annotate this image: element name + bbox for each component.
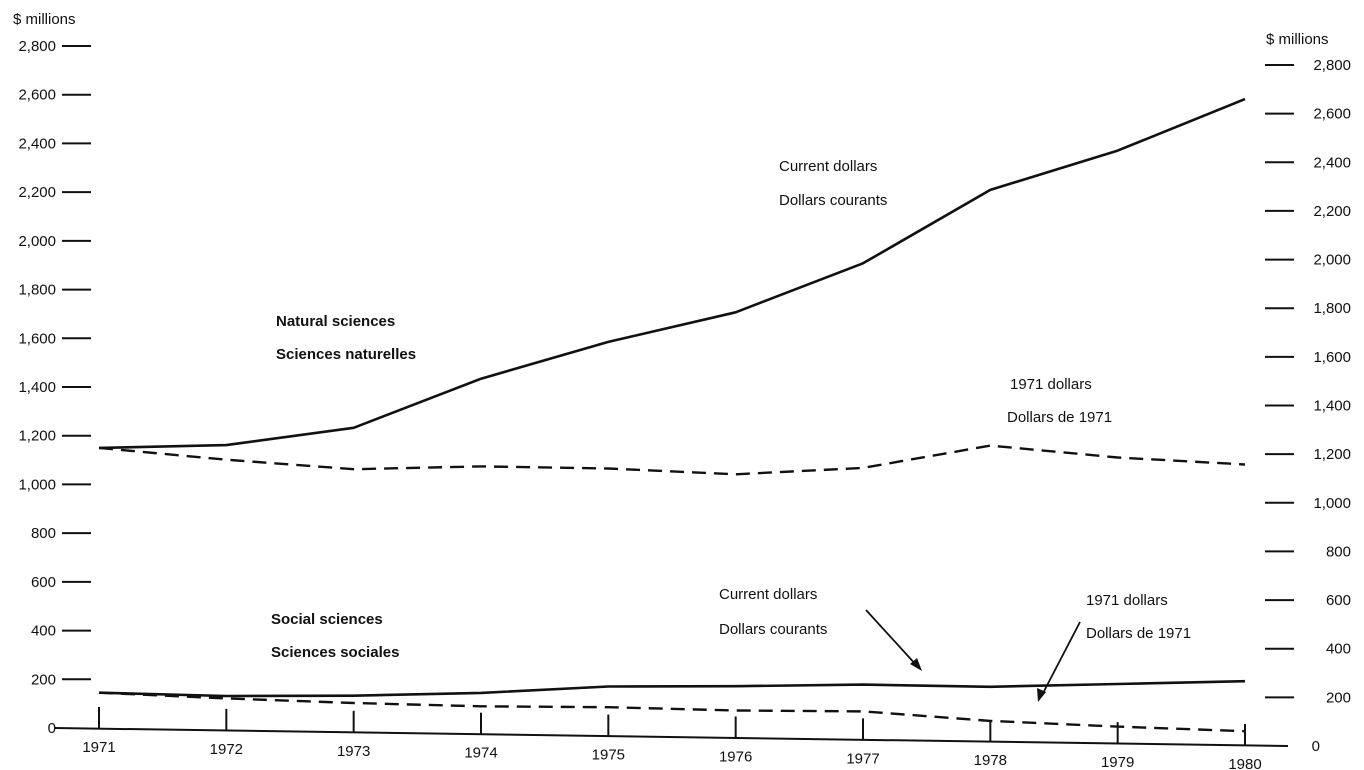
x-tick-label: 1974 xyxy=(464,745,497,762)
x-tick-label: 1972 xyxy=(210,741,243,758)
left-y-tick-label: 200 xyxy=(31,671,56,688)
series-layer xyxy=(98,97,1246,733)
right-y-tick-label: 2,200 xyxy=(1313,203,1351,220)
right-y-tick-label: 1,000 xyxy=(1313,495,1351,512)
right-y-tick-label: 2,400 xyxy=(1313,154,1351,171)
left-y-tick-label: 2,800 xyxy=(18,38,56,55)
natural-constant-label-en: 1971 dollars xyxy=(1010,376,1092,393)
left-y-tick-label: 800 xyxy=(31,525,56,542)
left-y-tick-label: 1,800 xyxy=(18,282,56,299)
left-axis-unit: $ millions xyxy=(13,11,76,28)
social-constant-label-en: 1971 dollars xyxy=(1086,592,1168,609)
series-line-social-solid xyxy=(98,679,1246,698)
social-constant-arrow-head xyxy=(1037,688,1046,702)
right-axis-unit: $ millions xyxy=(1266,31,1329,48)
social-sciences-label-en: Social sciences xyxy=(271,611,383,628)
social-sciences-label-fr: Sciences sociales xyxy=(271,644,399,661)
left-y-tick-label: 2,600 xyxy=(18,87,56,104)
social-constant-label-fr: Dollars de 1971 xyxy=(1086,625,1191,642)
series-line-natural-solid xyxy=(98,97,1246,450)
left-y-tick-label: 1,000 xyxy=(18,476,56,493)
right-y-tick-label: 0 xyxy=(1312,738,1320,755)
left-y-tick-label: 1,400 xyxy=(18,379,56,396)
right-y-tick-label: 1,200 xyxy=(1313,446,1351,463)
x-tick-label: 1975 xyxy=(592,747,625,764)
right-y-tick-label: 2,800 xyxy=(1313,57,1351,74)
social-current-label-en: Current dollars xyxy=(719,586,817,603)
x-tick-label: 1973 xyxy=(337,743,370,760)
left-y-tick-label: 0 xyxy=(48,720,56,737)
right-y-tick-label: 600 xyxy=(1326,592,1351,609)
right-axis: 0 200 400 600 800 1,000 1,200 1,400 1,600 1,800 2,… xyxy=(1265,57,1351,755)
x-tick-label: 1979 xyxy=(1101,754,1134,770)
natural-sciences-label-fr: Sciences naturelles xyxy=(276,346,416,363)
left-y-tick-label: 600 xyxy=(31,574,56,591)
social-current-label-fr: Dollars courants xyxy=(719,621,827,638)
right-y-tick-label: 1,400 xyxy=(1313,398,1351,415)
left-y-tick-label: 2,200 xyxy=(18,184,56,201)
left-axis: 0 200 400 600 800 1,000 1,200 1,400 1,600 1,800 2,… xyxy=(18,38,91,737)
social-current-arrow xyxy=(865,609,919,668)
right-y-tick-label: 1,600 xyxy=(1313,349,1351,366)
x-axis-line xyxy=(54,727,1289,747)
social-constant-arrow xyxy=(1040,621,1081,698)
x-tick-label: 1980 xyxy=(1228,756,1261,770)
left-y-tick-label: 1,200 xyxy=(18,428,56,445)
x-tick-label: 1978 xyxy=(974,752,1007,769)
natural-current-label-fr: Dollars courants xyxy=(779,192,887,209)
left-y-tick-label: 2,400 xyxy=(18,135,56,152)
left-y-tick-label: 2,000 xyxy=(18,233,56,250)
left-y-tick-label: 1,600 xyxy=(18,330,56,347)
right-y-tick-label: 800 xyxy=(1326,543,1351,560)
x-tick-label: 1971 xyxy=(82,739,115,756)
x-axis: 1971 1972 1973 1974 1975 1976 1977 1978 1979 1980 xyxy=(82,707,1262,770)
natural-constant-label-fr: Dollars de 1971 xyxy=(1007,409,1112,426)
right-y-tick-label: 1,800 xyxy=(1313,300,1351,317)
natural-sciences-label-en: Natural sciences xyxy=(276,313,395,330)
series-line-social-dashed xyxy=(98,691,1246,733)
right-y-tick-label: 2,000 xyxy=(1313,252,1351,269)
right-y-tick-label: 400 xyxy=(1326,641,1351,658)
natural-current-label-en: Current dollars xyxy=(779,158,877,175)
left-y-tick-label: 400 xyxy=(31,623,56,640)
right-y-tick-label: 200 xyxy=(1326,689,1351,706)
x-tick-label: 1977 xyxy=(846,750,879,767)
series-line-natural-dashed xyxy=(98,444,1246,476)
right-y-tick-label: 2,600 xyxy=(1313,106,1351,123)
social-current-arrow-head xyxy=(910,658,922,671)
x-tick-label: 1976 xyxy=(719,748,752,765)
